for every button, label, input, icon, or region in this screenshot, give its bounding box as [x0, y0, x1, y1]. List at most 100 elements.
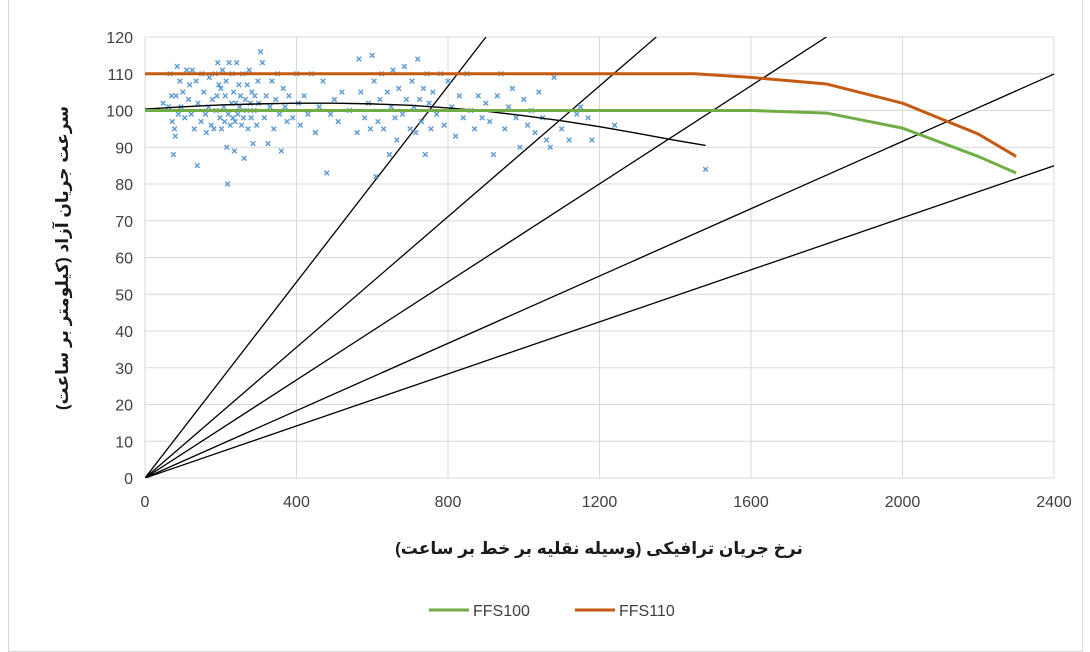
scatter-point [255, 78, 261, 84]
scatter-point [236, 81, 242, 88]
scatter-point [475, 93, 482, 99]
scatter-point [252, 93, 258, 99]
scatter-point [217, 115, 223, 121]
scatter-point [428, 126, 434, 132]
x-axis-title: نرخ جریان ترافیکی (وسیله نقلیه بر خط بر … [395, 539, 803, 559]
scatter-point [230, 89, 237, 95]
scatter-point [471, 126, 478, 132]
scatter-point [418, 118, 425, 125]
scatter-point [225, 111, 232, 117]
scatter-point [483, 100, 489, 106]
scatter-point [186, 81, 193, 88]
scatter-point [255, 100, 262, 106]
scatter-point [297, 122, 304, 128]
scatter-point [191, 126, 198, 132]
scatter-point [380, 126, 387, 132]
x-tick-label: 400 [283, 494, 310, 511]
scatter-point [222, 93, 229, 99]
scatter-point [263, 93, 269, 99]
scatter-point [209, 96, 216, 103]
scatter-point [532, 129, 538, 136]
scatter-point [373, 173, 379, 180]
scatter-point [208, 122, 215, 128]
scatter-point [524, 122, 531, 128]
scatter-point [289, 115, 296, 121]
scatter-point [573, 111, 580, 117]
scatter-point [566, 137, 572, 143]
scatter-point [403, 96, 410, 103]
scatter-point [414, 56, 421, 62]
scatter-point [284, 118, 290, 125]
scatter-point [479, 115, 485, 121]
scatter-point [354, 129, 360, 136]
scatter-point [221, 118, 228, 125]
series-line-ffs100 [145, 109, 1017, 175]
y-tick-label: 80 [115, 177, 133, 194]
scatter-point [384, 89, 391, 95]
scatter-point [168, 93, 175, 99]
scatter-point [441, 122, 448, 128]
scatter-point [316, 104, 323, 110]
scatter-point [189, 67, 196, 73]
scatter-point [237, 93, 244, 99]
scatter-point [505, 104, 512, 110]
scatter-point [433, 111, 440, 117]
scatter-point [160, 100, 166, 106]
scatter-point [494, 93, 501, 99]
scatter-point [242, 96, 249, 103]
scatter-point [231, 148, 238, 154]
scatter-point [547, 144, 554, 151]
scatter-point [445, 78, 451, 84]
y-tick-label: 110 [107, 67, 133, 84]
scatter-point [324, 170, 330, 176]
scatter-point [188, 111, 195, 117]
scatter-point [278, 148, 285, 154]
scatter-point [399, 111, 406, 117]
scatter-point [234, 111, 241, 117]
scatter-point [585, 115, 591, 121]
scatter-point [218, 126, 225, 132]
x-tick-label: 1200 [582, 494, 618, 511]
scatter-point [172, 133, 179, 140]
x-axis-ticks: 0 400 800 1200 1600 2000 2400 [141, 494, 1072, 511]
scatter-point [170, 151, 177, 158]
scatter-point [416, 96, 423, 103]
scatter-point [413, 129, 419, 136]
scatter-point [217, 85, 224, 92]
scatter-point [276, 111, 283, 117]
series-lines [145, 72, 1017, 175]
scatter-point [259, 59, 266, 66]
scatter-point [702, 166, 709, 173]
scatter-point [517, 144, 523, 151]
y-tick-label: 40 [115, 324, 133, 341]
x-tick-label: 2400 [1036, 494, 1072, 511]
scatter-point [420, 85, 427, 92]
scatter-point [361, 115, 368, 121]
scatter-point [230, 115, 236, 121]
scatter-point [430, 89, 436, 95]
scatter-point [280, 85, 287, 92]
scatter-point [426, 100, 432, 106]
scatter-point [331, 96, 338, 103]
scatter-point [305, 111, 311, 117]
scatter-point [181, 115, 188, 121]
scatter-point [227, 122, 234, 128]
scatter-point [232, 118, 238, 125]
scatter-point [513, 115, 519, 121]
scatter-point [301, 93, 307, 99]
y-tick-label: 60 [115, 251, 133, 268]
scatter-point [240, 115, 247, 121]
scatter-point [267, 104, 273, 110]
scatter-point [312, 129, 319, 136]
y-axis-title: سرعت جریان آزاد (کیلومتر بر ساعت) [51, 106, 73, 410]
scatter-point [236, 104, 243, 110]
y-tick-label: 0 [124, 471, 133, 488]
density-line [145, 165, 1054, 478]
y-tick-label: 100 [106, 104, 133, 121]
y-tick-label: 10 [115, 434, 133, 451]
series-line-ffs110 [145, 72, 1017, 158]
scatter-point [246, 67, 252, 73]
scatter-point [401, 63, 408, 70]
scatter-point [233, 59, 240, 66]
